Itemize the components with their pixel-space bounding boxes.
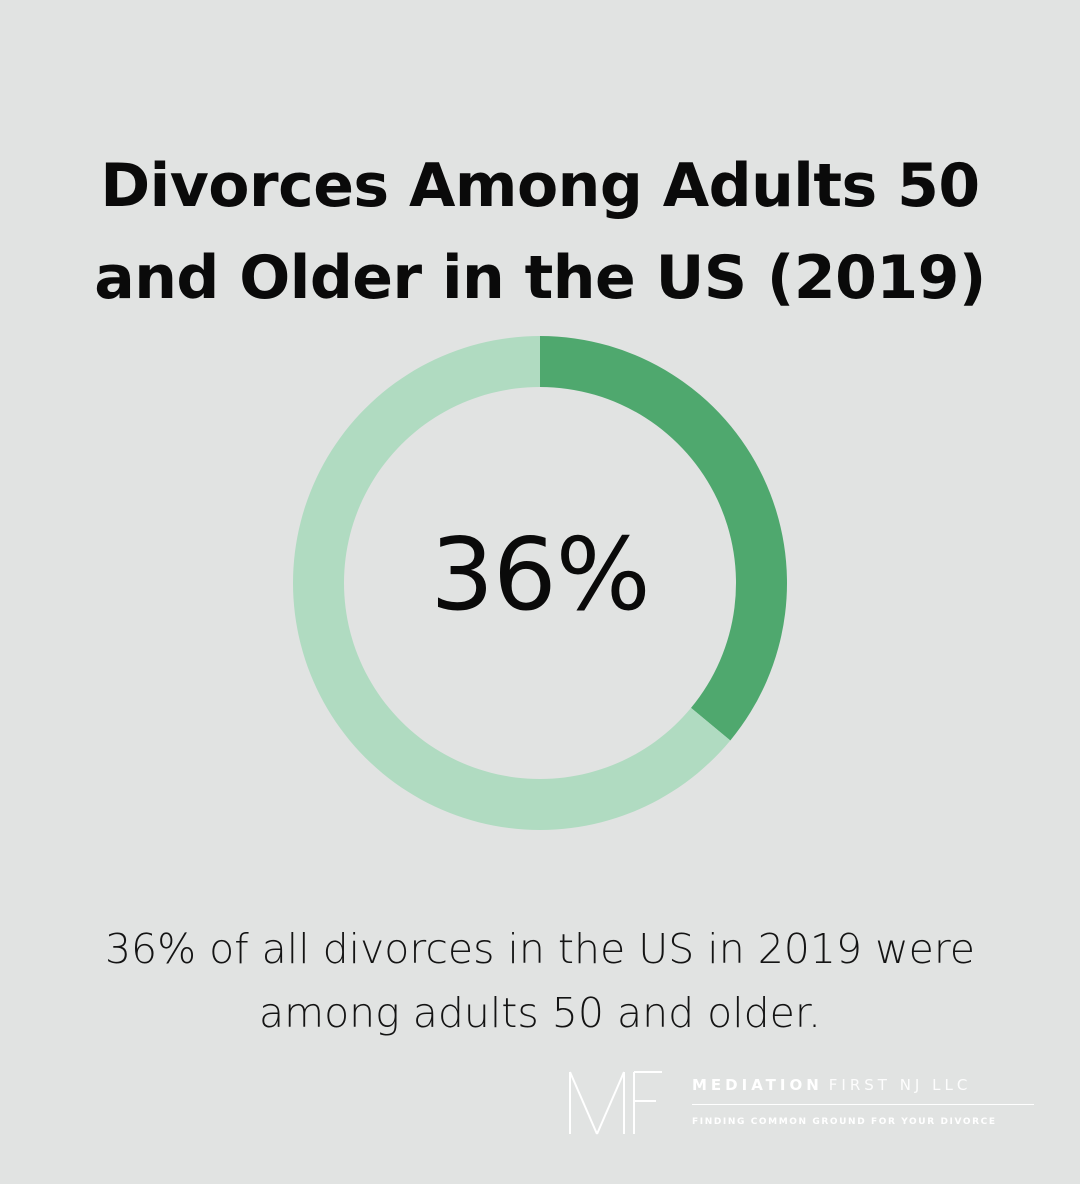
donut-slice-remainder xyxy=(293,336,731,830)
chart-title: Divorces Among Adults 50 and Older in th… xyxy=(0,140,1080,324)
chart-caption-line-1: 36% of all divorces in the US in 2019 we… xyxy=(104,925,976,973)
chart-title-line-1: Divorces Among Adults 50 xyxy=(100,151,980,222)
chart-caption: 36% of all divorces in the US in 2019 we… xyxy=(60,917,1020,1045)
logo-name-strong: MEDIATION xyxy=(692,1076,823,1094)
logo-divider xyxy=(692,1104,1034,1105)
donut-center-value: 36% xyxy=(430,516,650,633)
donut-slice-highlight xyxy=(540,336,787,741)
company-logo: MF MEDIATION FIRST NJ LLC FINDING COMMON … xyxy=(566,1068,1036,1140)
logo-name-light: FIRST NJ LLC xyxy=(828,1076,972,1094)
chart-caption-line-2: among adults 50 and older. xyxy=(259,989,821,1037)
chart-title-line-2: and Older in the US (2019) xyxy=(94,243,986,314)
logo-tagline: FINDING COMMON GROUND FOR YOUR DIVORCE xyxy=(692,1117,997,1127)
donut-chart xyxy=(293,336,787,830)
mf-monogram-icon: MF xyxy=(569,1071,662,1135)
logo-company-name: MEDIATION FIRST NJ LLC xyxy=(692,1076,971,1094)
